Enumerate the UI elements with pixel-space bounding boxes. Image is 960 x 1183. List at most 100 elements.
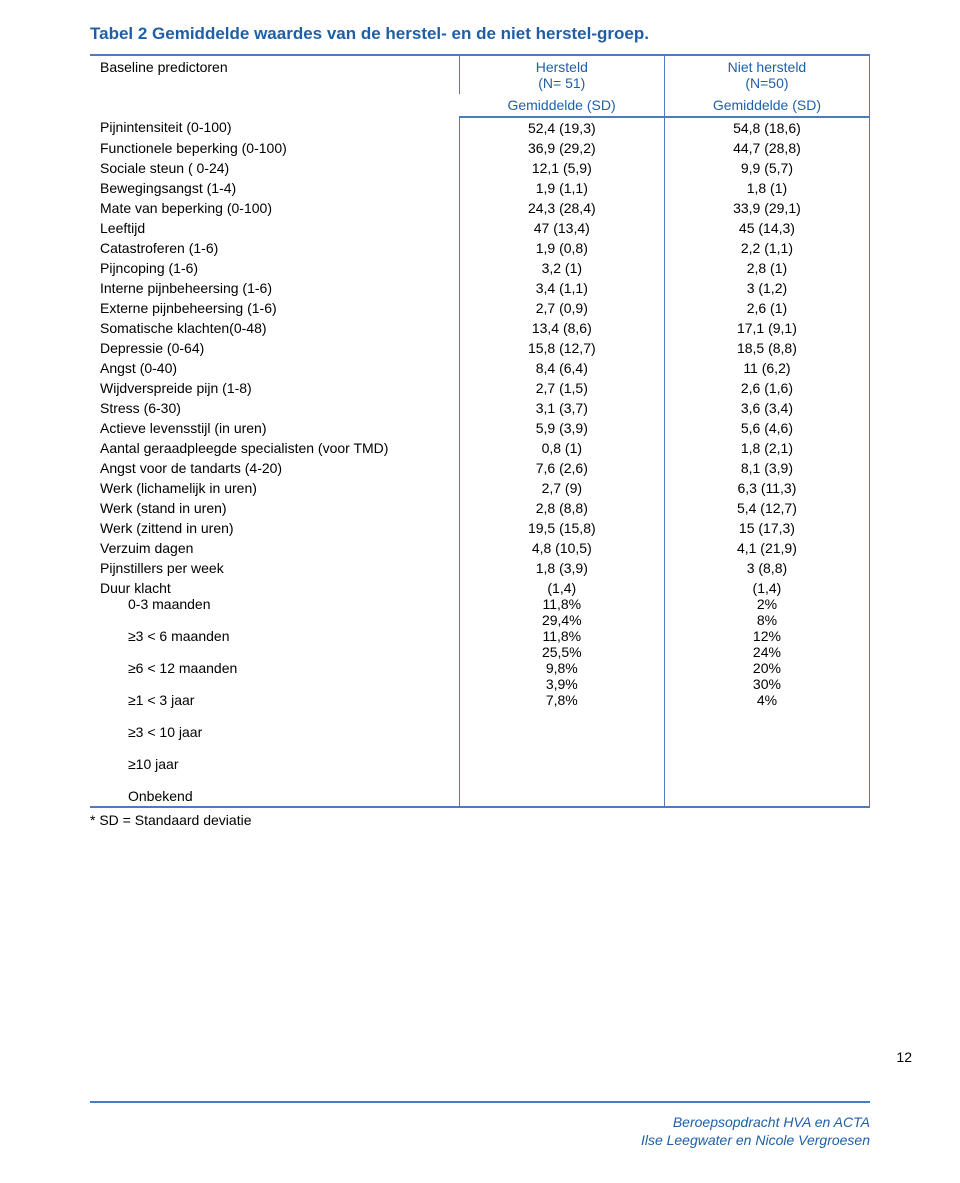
cell-label: Sociale steun ( 0-24) [90,158,459,178]
footer-line-1: Beroepsopdracht HVA en ACTA [641,1113,870,1131]
cell-hersteld: 52,4 (19,3) [459,117,664,138]
footer-line-2: Ilse Leegwater en Nicole Vergroesen [641,1131,870,1149]
table-body: Pijnintensiteit (0-100)52,4 (19,3)54,8 (… [90,117,870,807]
cell-label: Werk (lichamelijk in uren) [90,478,459,498]
footnote: * SD = Standaard deviatie [90,812,870,828]
data-table: Baseline predictoren Hersteld (N= 51) Ni… [90,54,870,808]
cell-hersteld: 2,7 (9) [459,478,664,498]
table-row-duur: Duur klacht0-3 maanden≥3 < 6 maanden≥6 <… [90,578,870,807]
header-hersteld-l1: Hersteld [536,59,588,75]
cell-hersteld: 1,9 (0,8) [459,238,664,258]
table-row: Leeftijd47 (13,4)45 (14,3) [90,218,870,238]
cell-label: Externe pijnbeheersing (1-6) [90,298,459,318]
table-row: Actieve levensstijl (in uren)5,9 (3,9)5,… [90,418,870,438]
cell-label: Depressie (0-64) [90,338,459,358]
cell-hersteld: 2,7 (1,5) [459,378,664,398]
cell-niet-hersteld: 3 (1,2) [664,278,869,298]
cell-hersteld: 3,2 (1) [459,258,664,278]
cell-hersteld: 8,4 (6,4) [459,358,664,378]
cell-niet-hersteld: 2,8 (1) [664,258,869,278]
cell-niet-hersteld: 5,4 (12,7) [664,498,869,518]
cell-niet-hersteld: 3,6 (3,4) [664,398,869,418]
table-row: Catastroferen (1-6)1,9 (0,8)2,2 (1,1) [90,238,870,258]
cell-duur-label: Duur klacht0-3 maanden≥3 < 6 maanden≥6 <… [90,578,459,807]
header-predictor: Baseline predictoren [90,55,459,117]
cell-duur-niet-hersteld: (1,4)2%8%12%24%20%30%4% [664,578,869,807]
header-niet-hersteld-l1: Niet hersteld [728,59,807,75]
cell-niet-hersteld: 33,9 (29,1) [664,198,869,218]
cell-niet-hersteld: 2,6 (1) [664,298,869,318]
cell-niet-hersteld: 3 (8,8) [664,558,869,578]
cell-niet-hersteld: 4,1 (21,9) [664,538,869,558]
cell-hersteld: 3,4 (1,1) [459,278,664,298]
table-row: Pijncoping (1-6)3,2 (1)2,8 (1) [90,258,870,278]
cell-label: Bewegingsangst (1-4) [90,178,459,198]
table-row: Werk (lichamelijk in uren)2,7 (9)6,3 (11… [90,478,870,498]
table-caption: Tabel 2 Gemiddelde waardes van de herste… [90,24,870,44]
cell-duur-hersteld: (1,4)11,8%29,4%11,8%25,5%9,8%3,9%7,8% [459,578,664,807]
cell-label: Functionele beperking (0-100) [90,138,459,158]
cell-label: Stress (6-30) [90,398,459,418]
table-row: Angst voor de tandarts (4-20)7,6 (2,6)8,… [90,458,870,478]
cell-label: Somatische klachten(0-48) [90,318,459,338]
cell-niet-hersteld: 2,6 (1,6) [664,378,869,398]
cell-hersteld: 24,3 (28,4) [459,198,664,218]
cell-niet-hersteld: 45 (14,3) [664,218,869,238]
cell-label: Leeftijd [90,218,459,238]
table-row: Interne pijnbeheersing (1-6)3,4 (1,1)3 (… [90,278,870,298]
footer-divider [90,1101,870,1103]
cell-label: Aantal geraadpleegde specialisten (voor … [90,438,459,458]
cell-label: Mate van beperking (0-100) [90,198,459,218]
table-row: Stress (6-30)3,1 (3,7)3,6 (3,4) [90,398,870,418]
cell-hersteld: 3,1 (3,7) [459,398,664,418]
table-row: Somatische klachten(0-48)13,4 (8,6)17,1 … [90,318,870,338]
table-row: Verzuim dagen4,8 (10,5)4,1 (21,9) [90,538,870,558]
cell-hersteld: 0,8 (1) [459,438,664,458]
table-row: Aantal geraadpleegde specialisten (voor … [90,438,870,458]
cell-niet-hersteld: 9,9 (5,7) [664,158,869,178]
table-row: Sociale steun ( 0-24)12,1 (5,9)9,9 (5,7) [90,158,870,178]
cell-label: Actieve levensstijl (in uren) [90,418,459,438]
cell-niet-hersteld: 1,8 (2,1) [664,438,869,458]
table-row: Angst (0-40)8,4 (6,4)11 (6,2) [90,358,870,378]
cell-hersteld: 15,8 (12,7) [459,338,664,358]
cell-hersteld: 1,9 (1,1) [459,178,664,198]
cell-label: Interne pijnbeheersing (1-6) [90,278,459,298]
header-hersteld-l2: (N= 51) [538,75,585,91]
cell-hersteld: 36,9 (29,2) [459,138,664,158]
cell-niet-hersteld: 11 (6,2) [664,358,869,378]
table-row: Pijnintensiteit (0-100)52,4 (19,3)54,8 (… [90,117,870,138]
table-row: Werk (stand in uren)2,8 (8,8)5,4 (12,7) [90,498,870,518]
cell-niet-hersteld: 17,1 (9,1) [664,318,869,338]
table-row: Mate van beperking (0-100)24,3 (28,4)33,… [90,198,870,218]
table-row: Werk (zittend in uren)19,5 (15,8)15 (17,… [90,518,870,538]
cell-niet-hersteld: 54,8 (18,6) [664,117,869,138]
cell-label: Werk (stand in uren) [90,498,459,518]
cell-hersteld: 12,1 (5,9) [459,158,664,178]
cell-hersteld: 5,9 (3,9) [459,418,664,438]
header-niet-hersteld-l2: (N=50) [745,75,788,91]
table-row: Bewegingsangst (1-4)1,9 (1,1)1,8 (1) [90,178,870,198]
cell-hersteld: 47 (13,4) [459,218,664,238]
cell-label: Werk (zittend in uren) [90,518,459,538]
cell-label: Pijnintensiteit (0-100) [90,117,459,138]
cell-label: Angst (0-40) [90,358,459,378]
cell-label: Angst voor de tandarts (4-20) [90,458,459,478]
cell-hersteld: 13,4 (8,6) [459,318,664,338]
cell-hersteld: 2,7 (0,9) [459,298,664,318]
cell-niet-hersteld: 1,8 (1) [664,178,869,198]
cell-niet-hersteld: 18,5 (8,8) [664,338,869,358]
header-niet-hersteld: Niet hersteld (N=50) [664,55,869,94]
cell-niet-hersteld: 15 (17,3) [664,518,869,538]
cell-hersteld: 19,5 (15,8) [459,518,664,538]
table-row: Functionele beperking (0-100)36,9 (29,2)… [90,138,870,158]
cell-hersteld: 7,6 (2,6) [459,458,664,478]
table-row: Pijnstillers per week1,8 (3,9)3 (8,8) [90,558,870,578]
header-hersteld: Hersteld (N= 51) [459,55,664,94]
cell-hersteld: 2,8 (8,8) [459,498,664,518]
cell-label: Catastroferen (1-6) [90,238,459,258]
page: Tabel 2 Gemiddelde waardes van de herste… [0,0,960,1183]
cell-label: Pijncoping (1-6) [90,258,459,278]
page-number: 12 [896,1049,912,1065]
table-row: Wijdverspreide pijn (1-8)2,7 (1,5)2,6 (1… [90,378,870,398]
